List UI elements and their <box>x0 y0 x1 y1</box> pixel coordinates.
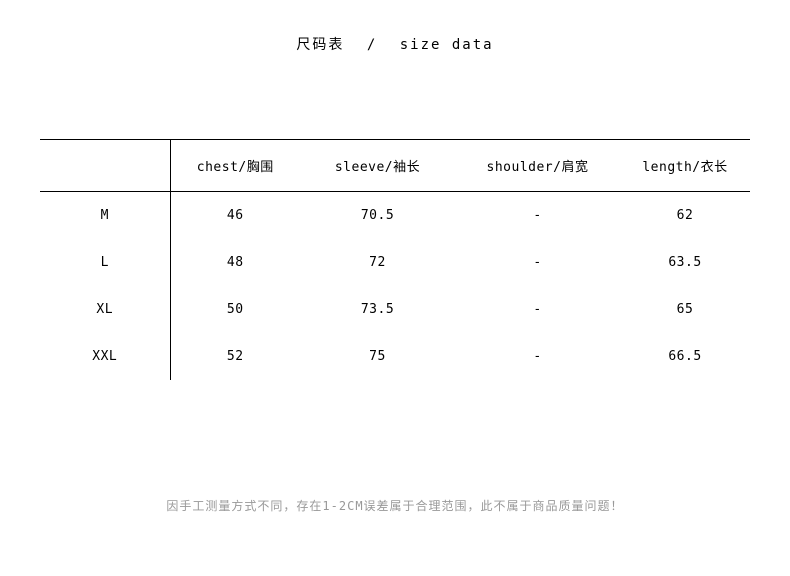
cell-chest: 52 <box>170 333 300 380</box>
cell-sleeve: 73.5 <box>300 286 455 333</box>
cell-size: M <box>40 192 170 240</box>
header-sleeve: sleeve/袖长 <box>300 140 455 192</box>
table-row: XL 50 73.5 - 65 <box>40 286 750 333</box>
cell-length: 65 <box>620 286 750 333</box>
table-row: XXL 52 75 - 66.5 <box>40 333 750 380</box>
cell-chest: 48 <box>170 239 300 286</box>
header-shoulder: shoulder/肩宽 <box>455 140 620 192</box>
table-row: L 48 72 - 63.5 <box>40 239 750 286</box>
cell-size: XL <box>40 286 170 333</box>
header-length: length/衣长 <box>620 140 750 192</box>
header-size <box>40 140 170 192</box>
cell-sleeve: 72 <box>300 239 455 286</box>
cell-chest: 50 <box>170 286 300 333</box>
cell-length: 63.5 <box>620 239 750 286</box>
cell-size: L <box>40 239 170 286</box>
page-title: 尺码表 / size data <box>0 0 790 54</box>
header-chest: chest/胸围 <box>170 140 300 192</box>
cell-length: 62 <box>620 192 750 240</box>
cell-shoulder: - <box>455 333 620 380</box>
cell-shoulder: - <box>455 286 620 333</box>
cell-sleeve: 75 <box>300 333 455 380</box>
cell-chest: 46 <box>170 192 300 240</box>
title-separator: / <box>367 37 377 53</box>
cell-shoulder: - <box>455 192 620 240</box>
measurement-footnote: 因手工测量方式不同，存在1-2CM误差属于合理范围，此不属于商品质量问题！ <box>0 497 790 514</box>
title-cn: 尺码表 <box>296 37 344 53</box>
cell-size: XXL <box>40 333 170 380</box>
size-table: chest/胸围 sleeve/袖长 shoulder/肩宽 length/衣长… <box>40 139 750 380</box>
cell-length: 66.5 <box>620 333 750 380</box>
table-header-row: chest/胸围 sleeve/袖长 shoulder/肩宽 length/衣长 <box>40 140 750 192</box>
cell-shoulder: - <box>455 239 620 286</box>
table-row: M 46 70.5 - 62 <box>40 192 750 240</box>
size-table-container: chest/胸围 sleeve/袖长 shoulder/肩宽 length/衣长… <box>40 139 750 380</box>
title-en: size data <box>400 37 494 53</box>
cell-sleeve: 70.5 <box>300 192 455 240</box>
